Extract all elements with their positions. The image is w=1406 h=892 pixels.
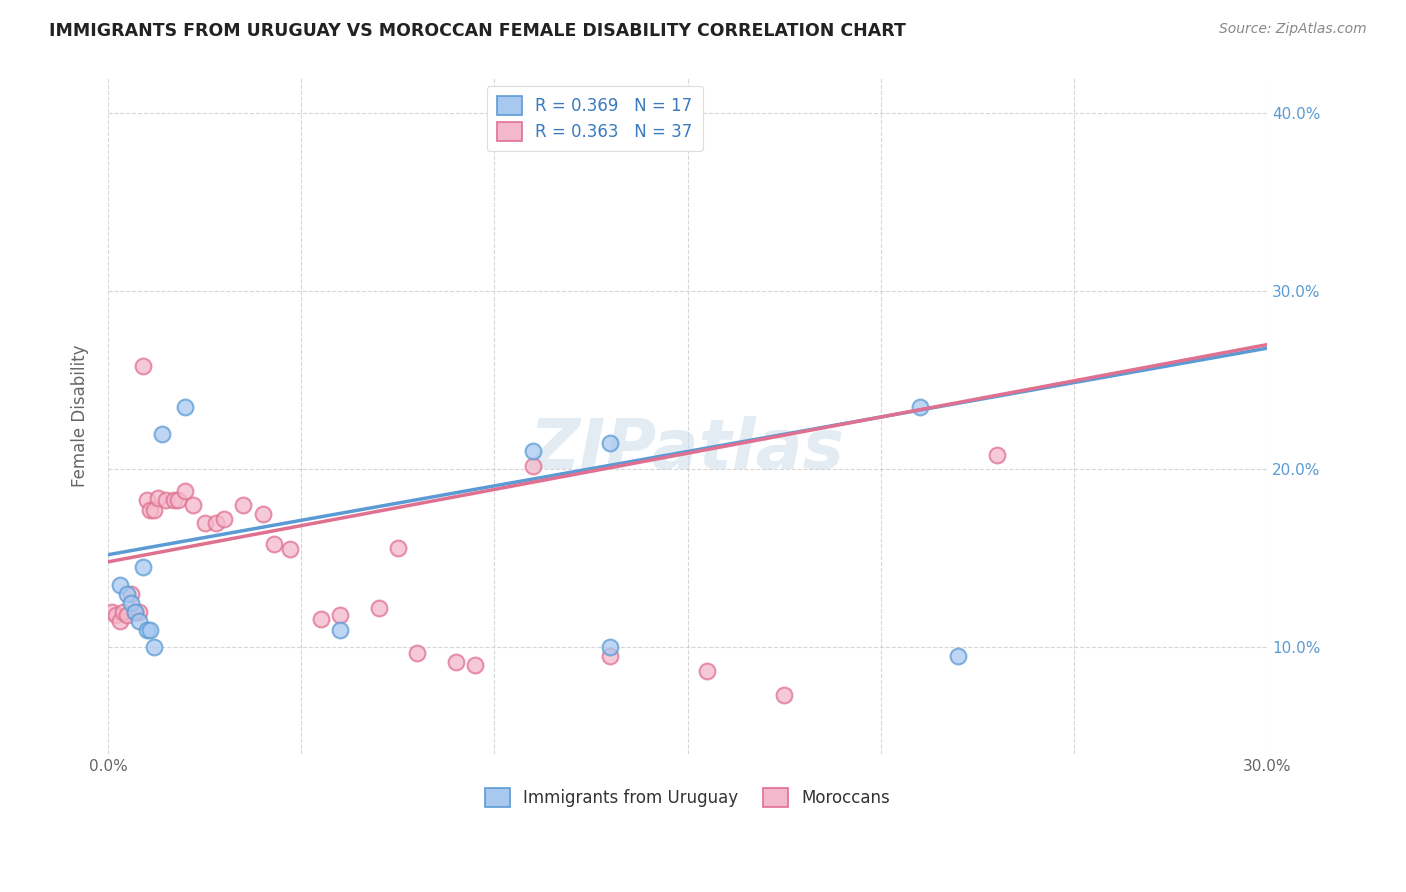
Legend: Immigrants from Uruguay, Moroccans: Immigrants from Uruguay, Moroccans	[478, 781, 897, 814]
Point	[252, 507, 274, 521]
Point	[139, 503, 162, 517]
Point	[329, 623, 352, 637]
Point	[155, 492, 177, 507]
Point	[135, 492, 157, 507]
Point	[367, 601, 389, 615]
Point	[522, 444, 544, 458]
Point	[135, 623, 157, 637]
Point	[150, 426, 173, 441]
Point	[986, 448, 1008, 462]
Text: ZIPatlas: ZIPatlas	[530, 417, 845, 483]
Point	[205, 516, 228, 530]
Point	[194, 516, 217, 530]
Point	[120, 587, 142, 601]
Point	[946, 649, 969, 664]
Point	[212, 512, 235, 526]
Point	[773, 689, 796, 703]
Point	[112, 605, 135, 619]
Point	[101, 605, 124, 619]
Point	[387, 541, 409, 555]
Point	[143, 503, 166, 517]
Point	[696, 664, 718, 678]
Point	[124, 605, 146, 619]
Point	[132, 560, 155, 574]
Point	[174, 400, 197, 414]
Point	[108, 614, 131, 628]
Point	[278, 542, 301, 557]
Y-axis label: Female Disability: Female Disability	[72, 344, 89, 487]
Point	[599, 640, 621, 655]
Point	[163, 492, 186, 507]
Point	[120, 596, 142, 610]
Text: Source: ZipAtlas.com: Source: ZipAtlas.com	[1219, 22, 1367, 37]
Point	[104, 608, 127, 623]
Point	[132, 359, 155, 373]
Point	[309, 612, 332, 626]
Point	[406, 646, 429, 660]
Point	[263, 537, 285, 551]
Point	[108, 578, 131, 592]
Point	[148, 491, 170, 505]
Point	[117, 608, 139, 623]
Point	[329, 608, 352, 623]
Point	[181, 498, 204, 512]
Point	[444, 655, 467, 669]
Point	[599, 649, 621, 664]
Text: IMMIGRANTS FROM URUGUAY VS MOROCCAN FEMALE DISABILITY CORRELATION CHART: IMMIGRANTS FROM URUGUAY VS MOROCCAN FEMA…	[49, 22, 905, 40]
Point	[464, 658, 486, 673]
Point	[128, 614, 150, 628]
Point	[908, 400, 931, 414]
Point	[128, 605, 150, 619]
Point	[139, 623, 162, 637]
Point	[232, 498, 254, 512]
Point	[522, 458, 544, 473]
Point	[166, 492, 188, 507]
Point	[117, 587, 139, 601]
Point	[124, 605, 146, 619]
Point	[143, 640, 166, 655]
Point	[174, 483, 197, 498]
Point	[599, 435, 621, 450]
